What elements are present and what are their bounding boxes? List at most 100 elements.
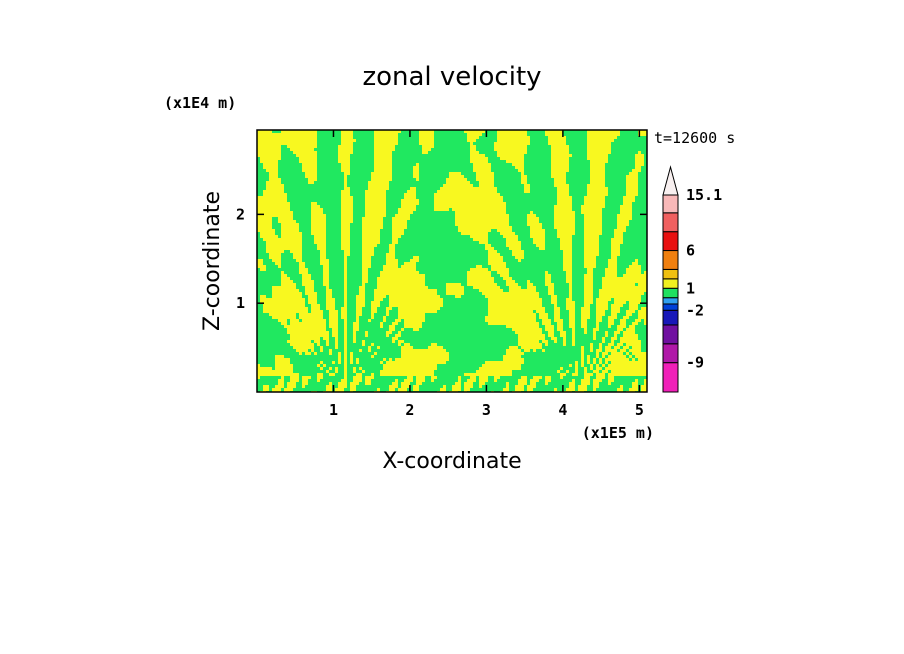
field-cell — [257, 376, 260, 379]
field-cell — [446, 178, 467, 181]
field-cell — [518, 334, 545, 337]
field-cell — [590, 349, 593, 352]
field-cell — [344, 361, 347, 364]
field-cell — [413, 175, 419, 178]
field-cell — [632, 169, 641, 172]
field-cell — [620, 349, 626, 352]
field-cell — [389, 244, 395, 247]
field-cell — [545, 271, 548, 274]
field-cell — [596, 301, 608, 304]
field-cell — [512, 163, 524, 166]
field-cell — [587, 358, 590, 361]
field-cell — [281, 277, 290, 280]
field-cell — [527, 220, 539, 223]
field-cell — [563, 262, 572, 265]
field-cell — [260, 268, 266, 271]
y-scale-label: (x1E4 m) — [164, 94, 236, 112]
y-tick-label: 2 — [236, 205, 245, 223]
field-cell — [362, 280, 368, 283]
field-cell — [392, 223, 407, 226]
field-cell — [281, 226, 299, 229]
field-cell — [479, 184, 494, 187]
field-cell — [362, 271, 368, 274]
field-cell — [554, 340, 557, 343]
field-cell — [515, 256, 524, 259]
field-cell — [362, 253, 374, 256]
field-cell — [320, 256, 326, 259]
field-cell — [611, 247, 620, 250]
field-cell — [329, 322, 338, 325]
field-cell — [545, 274, 551, 277]
field-cell — [488, 301, 542, 304]
field-cell — [338, 145, 353, 148]
field-cell — [326, 292, 332, 295]
field-cell — [341, 193, 350, 196]
field-cell — [596, 298, 611, 301]
field-cell — [581, 310, 590, 313]
field-cell — [554, 223, 575, 226]
field-cell — [401, 385, 410, 388]
field-cell — [344, 268, 347, 271]
field-cell — [611, 241, 623, 244]
field-cell — [638, 358, 647, 361]
field-cell — [629, 307, 638, 310]
field-cell — [581, 319, 587, 322]
field-cell — [623, 316, 629, 319]
field-cell — [365, 190, 386, 193]
field-cell — [365, 376, 374, 379]
field-cell — [371, 301, 380, 304]
field-cell — [569, 382, 575, 385]
field-cell — [272, 286, 296, 289]
field-cell — [632, 385, 638, 388]
field-cell — [362, 277, 368, 280]
field-cell — [584, 241, 599, 244]
field-cell — [554, 211, 575, 214]
field-cell — [263, 163, 278, 166]
field-cell — [458, 229, 491, 232]
field-cell — [638, 133, 647, 136]
field-cell — [299, 157, 317, 160]
field-cell — [362, 220, 383, 223]
field-cell — [341, 217, 353, 220]
field-cell — [257, 229, 275, 232]
field-cell — [272, 295, 302, 298]
field-cell — [341, 223, 350, 226]
field-cell — [476, 265, 482, 268]
field-cell — [530, 229, 545, 232]
field-cell — [383, 364, 437, 367]
field-cell — [257, 367, 272, 370]
field-cell — [518, 343, 542, 346]
field-cell — [632, 322, 638, 325]
field-cell — [593, 361, 596, 364]
field-cell — [392, 217, 410, 220]
field-cell — [629, 388, 638, 391]
field-cell — [551, 172, 566, 175]
field-cell — [389, 358, 392, 361]
field-cell — [386, 259, 398, 262]
field-cell — [338, 157, 350, 160]
field-cell — [398, 307, 440, 310]
field-cell — [533, 376, 542, 379]
field-cell — [560, 247, 572, 250]
field-cell — [626, 268, 641, 271]
field-cell — [614, 301, 626, 304]
field-cell — [584, 370, 587, 373]
field-cell — [368, 181, 389, 184]
colorbar-band — [662, 324, 679, 345]
field-cell — [521, 172, 524, 175]
colorbar-band — [662, 287, 679, 299]
y-axis-label: Z-coordinate — [200, 191, 225, 331]
field-cell — [506, 352, 524, 355]
field-cell — [257, 136, 317, 139]
field-cell — [386, 361, 446, 364]
field-cell — [533, 238, 545, 241]
field-cell — [278, 217, 293, 220]
field-cell — [629, 265, 641, 268]
field-cell — [413, 166, 419, 169]
field-cell — [584, 244, 599, 247]
field-cell — [626, 181, 638, 184]
field-cell — [335, 340, 338, 343]
field-cell — [560, 367, 563, 370]
field-cell — [344, 256, 347, 259]
